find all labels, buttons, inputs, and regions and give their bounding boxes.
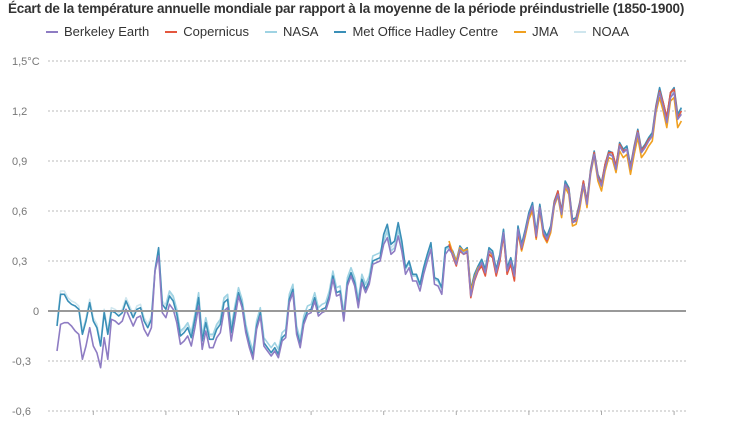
y-tick-label: -0,6: [12, 406, 31, 418]
legend-label: NASA: [283, 24, 319, 39]
legend-item: JMA: [514, 24, 558, 39]
y-tick-label: -0,3: [12, 356, 31, 368]
legend-item: Berkeley Earth: [46, 24, 149, 39]
y-tick-label: 0,3: [12, 256, 27, 268]
y-tick-label: 1,2: [12, 106, 27, 118]
legend-swatch: [334, 30, 347, 33]
legend-swatch: [165, 30, 178, 33]
legend-label: Met Office Hadley Centre: [352, 24, 499, 39]
legend-label: Berkeley Earth: [64, 24, 150, 39]
legend-swatch: [46, 30, 58, 33]
legend-label: Copernicus: [183, 24, 250, 39]
legend-swatch: [574, 30, 587, 33]
series-line-noaa: [56, 90, 683, 357]
legend: Berkeley Earth Copernicus NASA Met Office H…: [46, 24, 629, 39]
legend-item: Copernicus: [165, 24, 249, 39]
y-tick-label: 0,6: [12, 206, 27, 218]
legend-item: NASA: [265, 24, 318, 39]
series-line-jma: [448, 96, 683, 292]
y-tick-label: 1,5°C: [12, 56, 40, 68]
y-tick-label: 0: [33, 306, 39, 318]
legend-swatch: [514, 30, 527, 33]
legend-label: NOAA: [592, 24, 629, 39]
legend-label: JMA: [532, 24, 559, 39]
series-line-berkeley-earth: [56, 91, 683, 369]
y-tick-label: 0,9: [12, 156, 27, 168]
chart-title: Écart de la température annuelle mondial…: [8, 1, 685, 16]
legend-swatch: [265, 30, 278, 33]
legend-item: NOAA: [574, 24, 629, 39]
legend-item: Met Office Hadley Centre: [334, 24, 498, 39]
